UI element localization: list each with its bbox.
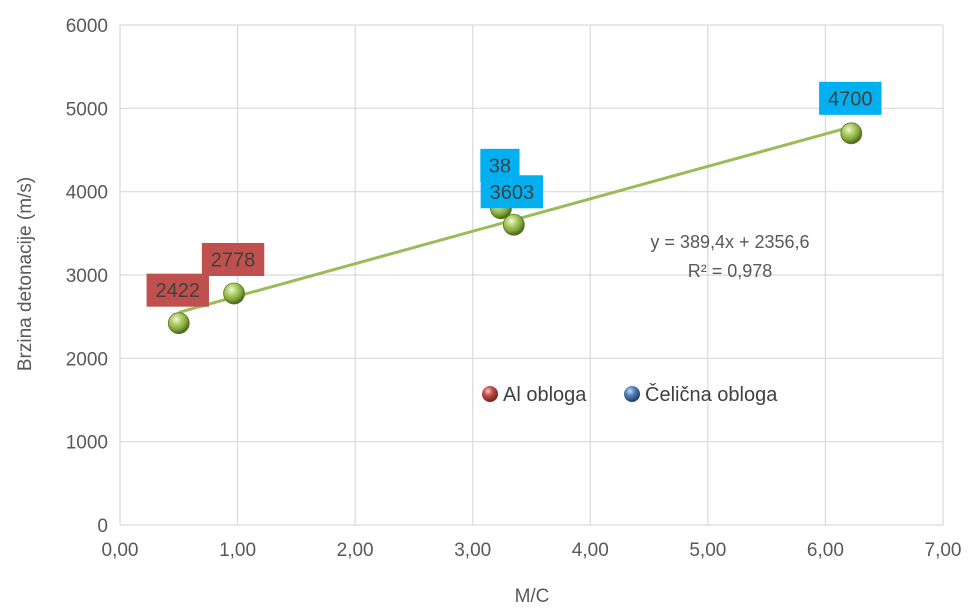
x-axis-title: M/C <box>515 586 550 607</box>
legend-marker-celicna-obloga <box>624 386 640 402</box>
data-point <box>223 282 245 305</box>
data-label-box <box>819 81 882 115</box>
data-point <box>840 122 863 145</box>
legend-label-celicna-obloga: Čelična obloga <box>645 383 778 406</box>
data-label-box <box>146 273 209 307</box>
y-tick-label: 5000 <box>66 99 108 120</box>
trendline-equation: y = 389,4x + 2356,6 <box>650 232 809 252</box>
y-tick-label: 2000 <box>66 349 108 370</box>
x-tick-labels: 0,00 1,00 2,00 3,00 4,00 5,00 6,00 7,00 <box>102 540 962 561</box>
x-tick-label: 0,00 <box>102 540 139 561</box>
legend-label-al-obloga: Al obloga <box>503 384 587 406</box>
data-point <box>502 213 525 236</box>
legend-marker-al-obloga <box>482 386 498 402</box>
legend: Al obloga Čelična obloga <box>482 383 778 406</box>
y-tick-label: 3000 <box>66 266 108 287</box>
x-tick-label: 5,00 <box>689 540 726 561</box>
data-label-box <box>480 175 544 209</box>
data-label-box <box>201 243 265 276</box>
data-label: 3603 <box>490 182 535 204</box>
data-labels: 2422 2778 38 3603 4700 <box>146 81 882 307</box>
x-tick-label: 6,00 <box>807 540 844 561</box>
trendline-r-squared: R² = 0,978 <box>688 261 773 281</box>
data-label: 2422 <box>156 280 201 302</box>
x-tick-label: 1,00 <box>219 540 256 561</box>
x-tick-label: 3,00 <box>454 540 491 561</box>
data-point <box>167 312 190 335</box>
x-tick-label: 4,00 <box>572 540 609 561</box>
x-tick-label: 2,00 <box>337 540 374 561</box>
data-label: 4700 <box>828 88 873 110</box>
y-tick-label: 0 <box>97 516 108 537</box>
y-tick-label: 1000 <box>66 433 108 454</box>
x-tick-label: 7,00 <box>925 540 962 561</box>
y-axis-title: Brzina detonacije (m/s) <box>15 177 36 371</box>
axes <box>119 25 943 526</box>
y-tick-label: 4000 <box>66 183 108 204</box>
y-tick-labels: 0 1000 2000 3000 4000 5000 6000 <box>66 16 108 537</box>
data-label: 38 <box>489 155 511 177</box>
data-label: 2778 <box>211 250 256 272</box>
y-tick-label: 6000 <box>66 16 108 37</box>
